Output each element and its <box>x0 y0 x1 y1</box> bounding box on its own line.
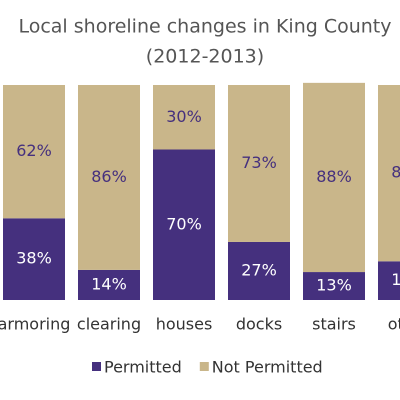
bar-segment <box>303 272 365 300</box>
chart-title: Local shoreline changes in King County <box>18 16 391 38</box>
bar-segment <box>78 85 140 270</box>
x-tick-label: armoring <box>0 315 70 334</box>
x-tick-label: docks <box>236 315 282 334</box>
data-label: 82% <box>391 163 400 182</box>
bar-segment <box>78 269 140 300</box>
data-label: 30% <box>166 107 202 126</box>
data-label: 62% <box>16 141 52 160</box>
data-label: 73% <box>241 153 277 172</box>
chart-subtitle: (2012-2013) <box>146 46 264 68</box>
data-label: 14% <box>91 274 127 293</box>
data-label: 38% <box>16 249 52 268</box>
legend-label: Not Permitted <box>212 358 323 377</box>
bar-segment <box>3 218 65 300</box>
data-label: 27% <box>241 260 277 279</box>
bar-segment <box>378 85 400 262</box>
data-label: 86% <box>91 167 127 186</box>
data-label: 70% <box>166 214 202 233</box>
bar-segment <box>3 85 65 219</box>
bar-segment <box>378 261 400 300</box>
x-tick-label: clearing <box>77 315 141 334</box>
x-tick-label: houses <box>156 315 213 334</box>
bar-segment <box>153 149 215 300</box>
data-label: 18% <box>391 270 400 289</box>
legend-label: Permitted <box>104 358 182 377</box>
legend-swatch <box>199 362 209 371</box>
bar-segment <box>303 82 365 273</box>
bar-segment <box>153 85 215 150</box>
data-label: 88% <box>316 167 352 186</box>
data-label: 13% <box>316 276 352 295</box>
x-tick-label: stairs <box>312 315 356 334</box>
x-tick-label: other <box>388 315 400 334</box>
legend-swatch <box>92 362 101 371</box>
bar-segment <box>228 85 290 242</box>
bar-segment <box>228 241 290 300</box>
